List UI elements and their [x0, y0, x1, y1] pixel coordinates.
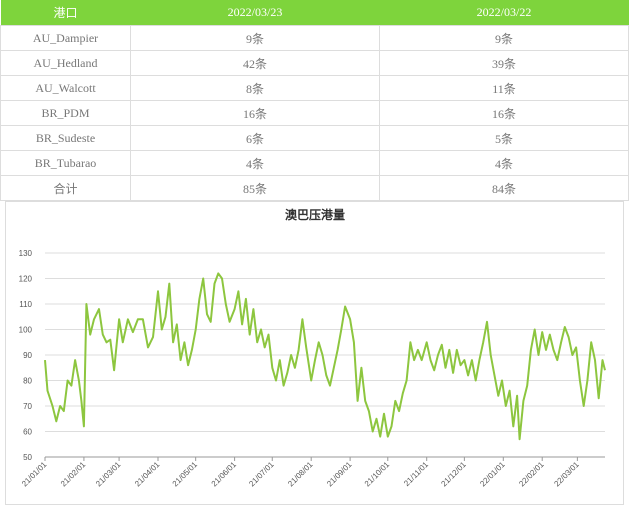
table-row: BR_PDM 16条 16条: [0, 100, 629, 126]
x-tick-label: 21/12/01: [439, 460, 468, 489]
header-cell: 2022/03/22: [379, 0, 629, 26]
table-cell: 9条: [379, 25, 629, 51]
header-cell: 港口: [0, 0, 131, 26]
table-cell: 16条: [379, 100, 629, 126]
table-cell: 8条: [130, 75, 380, 101]
table-cell: 9条: [130, 25, 380, 51]
x-tick-label: 21/11/01: [402, 460, 430, 488]
x-tick-label: 21/02/01: [59, 460, 88, 489]
table-row: AU_Walcott 8条 11条: [0, 75, 629, 101]
table-row: 合计 85条 84条: [0, 175, 629, 201]
table-cell: 合计: [0, 175, 131, 201]
table-cell: AU_Walcott: [0, 75, 131, 101]
x-tick-label: 21/08/01: [286, 460, 315, 489]
header-row: 港口 2022/03/23 2022/03/22: [0, 0, 629, 26]
table-cell: 84条: [379, 175, 629, 201]
x-tick-label: 21/05/01: [171, 460, 200, 489]
x-tick-label: 22/02/01: [517, 460, 546, 489]
chart: 澳巴压港量 50 60 70 80 90 100 110 120 130 21/01/01 21/0…: [5, 201, 624, 505]
x-tick-label: 22/01/01: [478, 460, 507, 489]
chart-title: 澳巴压港量: [285, 207, 345, 222]
y-tick-label: 120: [19, 275, 33, 284]
table-cell: 4条: [130, 150, 380, 176]
table-cell: 11条: [379, 75, 629, 101]
table-row: AU_Dampier 9条 9条: [0, 25, 629, 51]
table-cell: 39条: [379, 50, 629, 76]
x-tick-label: 21/01/01: [20, 460, 49, 489]
table-row: AU_Hedland 42条 39条: [0, 50, 629, 76]
x-tick-label: 21/10/01: [363, 460, 392, 489]
table-cell: BR_Sudeste: [0, 125, 131, 151]
table-cell: 4条: [379, 150, 629, 176]
y-tick-label: 60: [23, 428, 32, 437]
header-cell: 2022/03/23: [130, 0, 380, 26]
series-line: [44, 272, 606, 441]
table-cell: BR_Tubarao: [0, 150, 131, 176]
y-tick-label: 110: [19, 300, 32, 309]
y-tick-label: 80: [23, 377, 32, 386]
table-cell: BR_PDM: [0, 100, 131, 126]
y-tick-label: 90: [23, 351, 32, 360]
x-tick-label: 21/09/01: [325, 460, 354, 489]
table-cell: 6条: [130, 125, 380, 151]
y-tick-label: 50: [23, 453, 32, 462]
table-row: BR_Tubarao 4条 4条: [0, 150, 629, 176]
table-cell: 5条: [379, 125, 629, 151]
table-row: BR_Sudeste 6条 5条: [0, 125, 629, 151]
y-tick-label: 70: [23, 402, 32, 411]
x-tick-label: 21/06/01: [210, 460, 239, 489]
y-tick-label: 100: [19, 326, 33, 335]
table-cell: AU_Hedland: [0, 50, 131, 76]
x-tick-label: 21/07/01: [247, 460, 276, 489]
x-tick-label: 21/04/01: [133, 460, 162, 489]
x-tick-label: 21/03/01: [94, 460, 123, 489]
table-cell: 42条: [130, 50, 380, 76]
y-tick-label: 130: [19, 249, 33, 258]
table-cell: AU_Dampier: [0, 25, 131, 51]
table-cell: 16条: [130, 100, 380, 126]
table-cell: 85条: [130, 175, 380, 201]
x-tick-label: 22/03/01: [552, 460, 581, 489]
port-table: 港口 2022/03/23 2022/03/22 AU_Dampier 9条 9条 A…: [0, 0, 629, 201]
